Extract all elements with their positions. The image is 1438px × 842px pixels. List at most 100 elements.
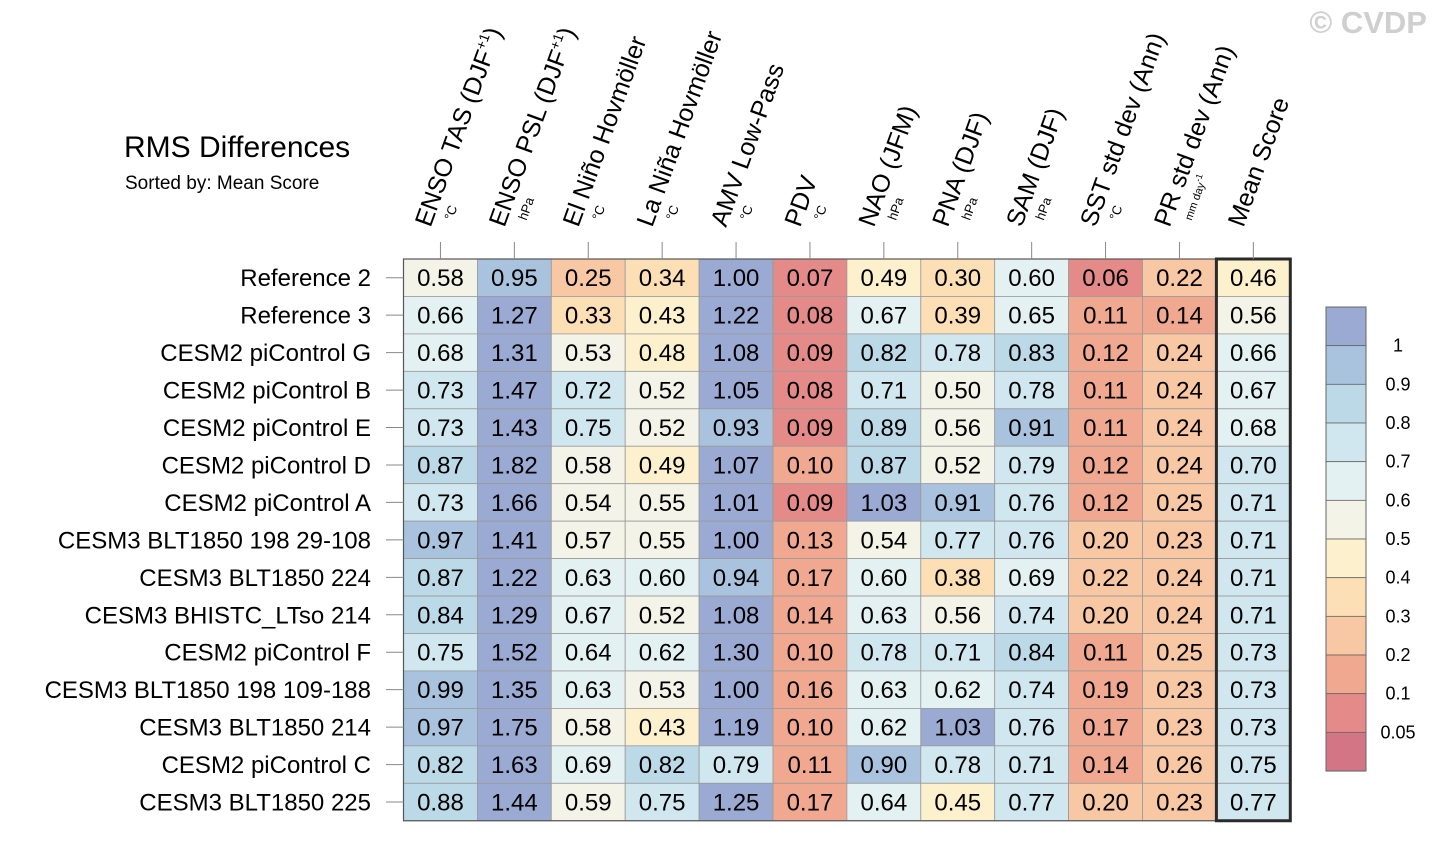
heatmap-cell (1142, 408, 1217, 447)
heatmap-cell (846, 670, 922, 709)
heatmap-cell (772, 483, 848, 522)
heatmap-cell (550, 520, 626, 560)
cell-value: 0.38 (934, 565, 981, 592)
cell-value: 0.60 (639, 565, 686, 592)
cell-value: 0.55 (639, 527, 686, 554)
heatmap-cell (624, 296, 700, 335)
heatmap-cell (920, 782, 996, 822)
heatmap-cell (1068, 708, 1143, 747)
cell-value: 0.60 (1008, 265, 1055, 292)
heatmap-cell (403, 445, 478, 485)
cell-value: 0.76 (1008, 490, 1055, 517)
heatmap-cell (1142, 633, 1217, 672)
cell-value: 0.62 (934, 677, 981, 704)
cell-value: 0.73 (417, 490, 464, 517)
cell-value: 0.33 (565, 303, 612, 330)
cell-value: 1.22 (491, 565, 538, 592)
heatmap-cell (624, 445, 700, 485)
heatmap-cell (698, 483, 774, 522)
cell-value: 1.00 (713, 527, 760, 554)
cell-value: 0.24 (1156, 340, 1203, 367)
heatmap-cell (772, 445, 848, 485)
cell-value: 0.57 (565, 527, 612, 554)
cell-value: 1.05 (713, 378, 760, 405)
heatmap-cell (403, 708, 478, 747)
cell-value: 0.49 (639, 452, 686, 479)
heatmap-cell (1216, 258, 1291, 297)
colorbar-swatch (1325, 499, 1367, 540)
cell-value: 1.35 (491, 677, 538, 704)
cell-value: 0.13 (787, 527, 834, 554)
cell-value: 0.09 (787, 340, 834, 367)
heatmap-cell (624, 558, 700, 597)
cell-value: 0.23 (1156, 527, 1203, 554)
heatmap-cell (1142, 483, 1217, 522)
cell-value: 1.00 (713, 677, 760, 704)
row-labels: Reference 2 Reference 3 CESM2 piControl G C… (45, 265, 404, 817)
heatmap-cell (920, 445, 996, 485)
heatmap-cell (1068, 296, 1143, 335)
heatmap-cell (846, 408, 922, 447)
column-label: AMV Low-Pass (705, 60, 790, 230)
cell-value: 1.30 (713, 640, 760, 667)
cell-value: 0.82 (860, 340, 907, 367)
colorbar-swatch (1325, 306, 1367, 347)
cell-value: 1.19 (713, 715, 760, 742)
cell-value: 1.00 (713, 265, 760, 292)
heatmap-cell (1216, 595, 1291, 634)
cell-value: 0.19 (1082, 677, 1129, 704)
heatmap-cell (1068, 445, 1143, 485)
heatmap-cell (920, 708, 996, 747)
colorbar-tick-label: 0.9 (1385, 374, 1410, 394)
cell-value: 0.08 (787, 378, 834, 405)
cell-value: 0.45 (934, 790, 981, 817)
heatmap-cell (403, 370, 478, 410)
cell-value: 0.99 (417, 677, 464, 704)
cell-value: 0.68 (1230, 415, 1277, 442)
cell-value: 0.91 (934, 490, 981, 517)
colorbar-border (1325, 306, 1367, 772)
cell-value: 0.84 (1008, 640, 1055, 667)
cell-value: 0.74 (1008, 677, 1055, 704)
colorbar-tick-label: 0.3 (1385, 606, 1410, 626)
heatmap-cell (403, 333, 478, 372)
cell-value: 0.34 (639, 265, 686, 292)
heatmap-cell (1068, 258, 1143, 297)
cell-value: 0.88 (417, 790, 464, 817)
heatmap-cell (1068, 595, 1143, 634)
colorbar-tick-label: 0.7 (1385, 452, 1410, 472)
heatmap-cell (403, 408, 478, 447)
heatmap-cell (1216, 745, 1291, 784)
cell-value: 0.71 (860, 378, 907, 405)
cell-value: 0.25 (565, 265, 612, 292)
column-unit: °C (737, 203, 756, 222)
row-label: CESM2 piControl G (160, 340, 371, 367)
heatmap-cell (772, 370, 848, 410)
cell-value: 0.52 (639, 415, 686, 442)
cell-value: 0.14 (1156, 303, 1203, 330)
heatmap-cell (994, 445, 1070, 485)
cell-value: 0.75 (1230, 752, 1277, 779)
cell-value: 0.71 (1230, 527, 1277, 554)
cell-value: 0.71 (934, 640, 981, 667)
heatmap-cell (624, 520, 700, 560)
cell-value: 0.24 (1156, 565, 1203, 592)
chart-subtitle: Sorted by: Mean Score (125, 173, 319, 194)
cell-value: 0.58 (565, 452, 612, 479)
heatmap-cell (846, 558, 922, 597)
cell-value: 0.75 (417, 640, 464, 667)
heatmap-cell (1068, 782, 1143, 822)
heatmap-cell (698, 408, 774, 447)
cell-value: 0.70 (1230, 452, 1277, 479)
heatmap-cell (1216, 370, 1291, 410)
heatmap-cell (994, 633, 1070, 672)
cell-value: 0.73 (1230, 640, 1277, 667)
cell-value: 1.63 (491, 752, 538, 779)
heatmap-cell (698, 333, 774, 372)
cell-value: 0.50 (934, 378, 981, 405)
heatmap-cell (920, 745, 996, 784)
column-label: Mean Score (1223, 94, 1295, 230)
heatmap-cell (624, 745, 700, 784)
cell-value: 0.14 (787, 602, 834, 629)
cell-value: 0.75 (639, 790, 686, 817)
